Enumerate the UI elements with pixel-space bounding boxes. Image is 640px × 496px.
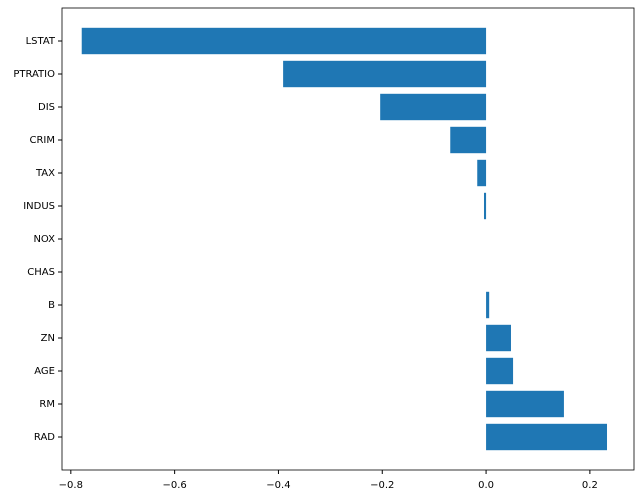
- bar: [81, 27, 487, 55]
- bar: [486, 291, 490, 319]
- y-tick-label: AGE: [34, 366, 55, 377]
- y-tick-label: LSTAT: [26, 36, 56, 47]
- bar: [450, 126, 487, 154]
- y-tick-label: CHAS: [27, 267, 55, 278]
- y-tick-label: INDUS: [23, 201, 55, 212]
- plot-frame: [61, 7, 635, 471]
- x-tick-label: −0.2: [370, 480, 394, 491]
- bar: [486, 324, 511, 352]
- y-tick-label: ZN: [41, 333, 55, 344]
- x-tick-label: −0.4: [266, 480, 290, 491]
- y-tick-label: CRIM: [29, 135, 55, 146]
- bar: [486, 357, 514, 385]
- bar: [486, 390, 564, 418]
- bar: [380, 93, 487, 121]
- y-tick-label: PTRATIO: [13, 69, 55, 80]
- x-tick-label: −0.6: [162, 480, 186, 491]
- y-tick-label: NOX: [33, 234, 55, 245]
- x-tick-label: 0.0: [478, 480, 494, 491]
- bar: [486, 423, 608, 451]
- x-tick-label: 0.2: [582, 480, 598, 491]
- x-tick-label: −0.8: [59, 480, 83, 491]
- bar: [477, 159, 487, 187]
- bar: [283, 60, 487, 88]
- y-tick-label: B: [48, 300, 55, 311]
- bar: [483, 192, 487, 220]
- y-tick-label: DIS: [38, 102, 55, 113]
- y-tick-label: RM: [39, 399, 55, 410]
- y-tick-label: TAX: [35, 168, 55, 179]
- y-tick-label: RAD: [34, 432, 55, 443]
